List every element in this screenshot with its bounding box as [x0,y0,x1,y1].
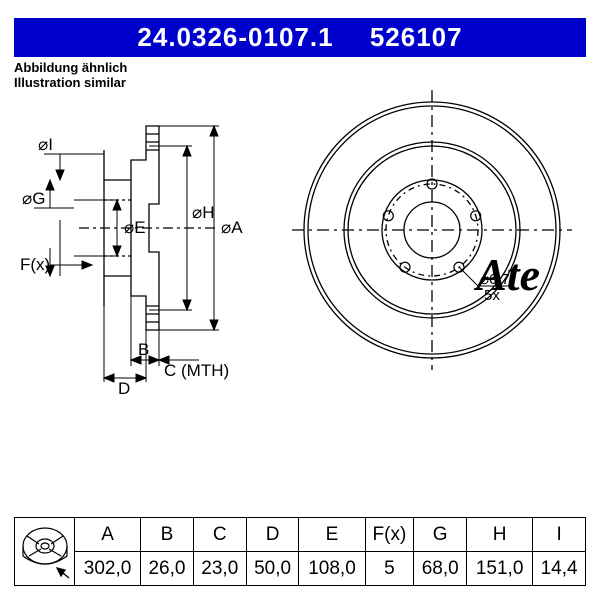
col-H: H [467,518,533,552]
col-E: E [299,518,365,552]
val-C: 23,0 [193,552,246,586]
label-D: D [118,379,130,398]
label-Fx: F(x) [20,255,50,274]
val-H: 151,0 [467,552,533,586]
note-line-2: Illustration similar [14,76,586,91]
col-G: G [414,518,467,552]
col-Fx: F(x) [365,518,414,552]
col-D: D [246,518,299,552]
part-number-1: 24.0326-0107.1 [137,22,333,52]
label-C-mth: C (MTH) [164,361,229,380]
label-B: B [138,340,149,359]
val-E: 108,0 [299,552,365,586]
val-Fx: 5 [365,552,414,586]
label-dia-H: ⌀H [192,203,215,222]
val-A: 302,0 [75,552,141,586]
similarity-note: Abbildung ähnlich Illustration similar [14,61,586,91]
part-number-2: 526107 [370,22,463,52]
table-header-row: A B C D E F(x) G H I [15,518,586,552]
label-dia-I: ⌀I [38,135,53,154]
col-A: A [75,518,141,552]
disc-icon-cell [15,518,75,586]
col-I: I [533,518,586,552]
note-line-1: Abbildung ähnlich [14,61,586,76]
val-G: 68,0 [414,552,467,586]
label-dia-E: ⌀E [124,218,146,237]
val-I: 14,4 [533,552,586,586]
col-B: B [141,518,194,552]
table-value-row: 302,0 26,0 23,0 50,0 108,0 5 68,0 151,0 … [15,552,586,586]
brand-logo: Ate [476,248,540,301]
label-dia-G: ⌀G [22,189,45,208]
dimension-table: A B C D E F(x) G H I 302,0 26,0 23,0 50,… [14,517,586,586]
header-bar: 24.0326-0107.1 526107 [14,18,586,57]
val-B: 26,0 [141,552,194,586]
col-C: C [193,518,246,552]
val-D: 50,0 [246,552,299,586]
brake-disc-icon [19,524,71,580]
label-dia-A: ⌀A [221,218,243,237]
